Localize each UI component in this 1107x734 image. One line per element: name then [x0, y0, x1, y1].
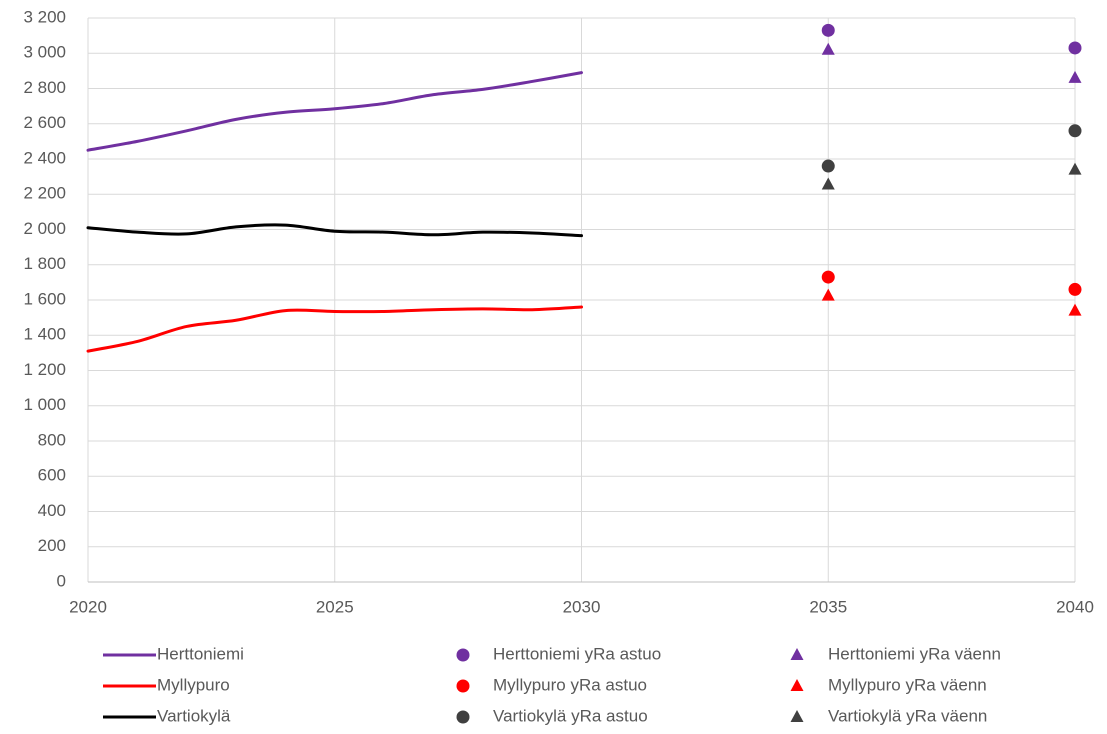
y-tick-label: 3 000 [23, 43, 66, 62]
y-tick-label: 0 [57, 571, 66, 590]
y-tick-label: 600 [38, 466, 66, 485]
line [86, 223, 583, 238]
point [821, 288, 835, 301]
y-tick-label: 1 800 [23, 254, 66, 273]
y-tick-label: 1 200 [23, 360, 66, 379]
legend-label: Herttoniemi [157, 644, 244, 663]
y-tick-label: 200 [38, 536, 66, 555]
legend-label: Herttoniemi yRa väenn [828, 644, 1001, 663]
legend-swatch [456, 710, 470, 724]
point [821, 159, 835, 173]
legend-label: Myllypuro [157, 675, 230, 694]
y-tick-label: 2 800 [23, 78, 66, 97]
legend-swatch [790, 679, 804, 691]
y-tick-label: 2 200 [23, 184, 66, 203]
point [1068, 282, 1082, 296]
point [1068, 41, 1082, 55]
line [86, 71, 583, 152]
legend-swatch [456, 648, 470, 662]
point [821, 177, 835, 190]
legend-label: Herttoniemi yRa astuo [493, 644, 661, 663]
legend-swatch [456, 679, 470, 693]
legend-label: Vartiokylä [157, 706, 231, 725]
x-tick-label: 2020 [69, 597, 107, 616]
point [1068, 162, 1082, 175]
legend-label: Vartiokylä yRa astuo [493, 706, 648, 725]
x-tick-label: 2025 [316, 597, 354, 616]
legend-swatch [790, 710, 804, 722]
y-tick-label: 2 400 [23, 148, 66, 167]
legend-label: Myllypuro yRa astuo [493, 675, 647, 694]
legend-label: Vartiokylä yRa väenn [828, 706, 987, 725]
y-tick-label: 1 600 [23, 289, 66, 308]
y-tick-label: 3 200 [23, 7, 66, 26]
point [1068, 124, 1082, 138]
y-tick-label: 1 000 [23, 395, 66, 414]
point [1068, 70, 1082, 83]
x-tick-label: 2030 [563, 597, 601, 616]
legend-swatch [790, 648, 804, 660]
point [821, 23, 835, 37]
x-tick-label: 2040 [1056, 597, 1094, 616]
x-tick-label: 2035 [809, 597, 847, 616]
point [821, 270, 835, 284]
point [821, 42, 835, 55]
y-tick-label: 2 000 [23, 219, 66, 238]
y-tick-label: 2 600 [23, 113, 66, 132]
y-tick-label: 400 [38, 501, 66, 520]
legend-label: Myllypuro yRa väenn [828, 675, 987, 694]
y-tick-label: 1 400 [23, 325, 66, 344]
y-tick-label: 800 [38, 430, 66, 449]
line [86, 305, 583, 353]
point [1068, 303, 1082, 316]
